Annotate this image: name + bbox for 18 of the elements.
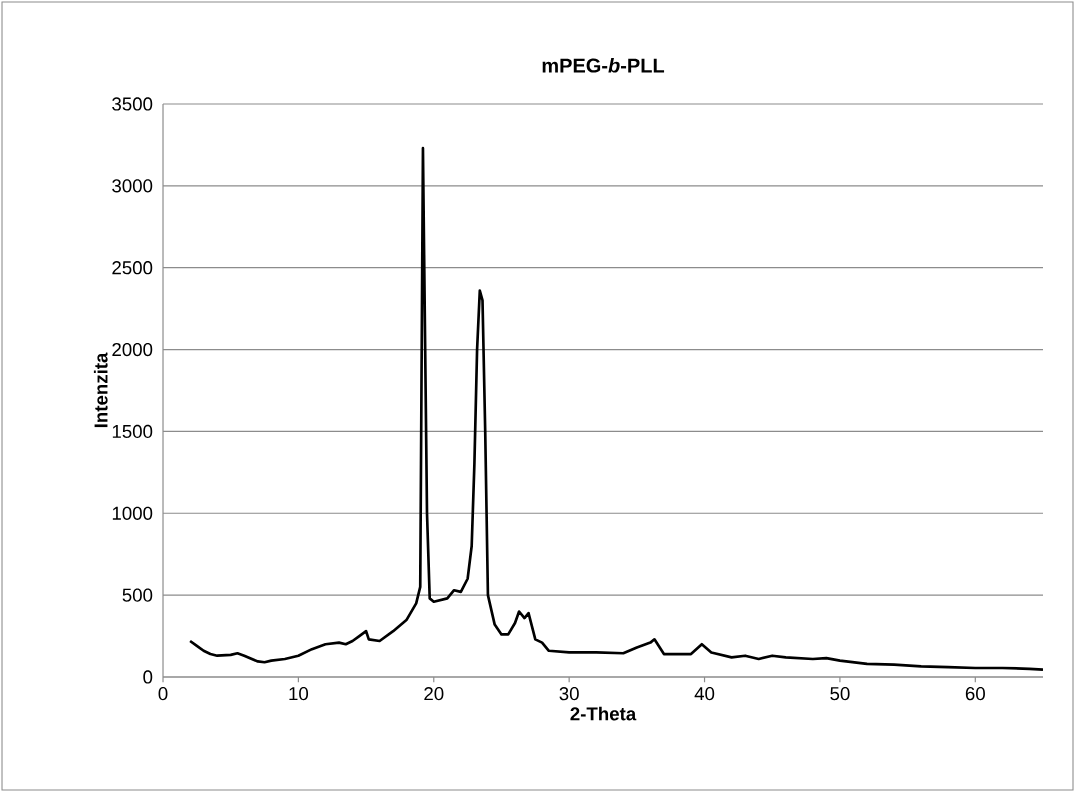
y-tick-label: 0 <box>143 670 153 684</box>
y-tick-label: 500 <box>122 588 153 602</box>
x-tick-label: 30 <box>559 687 579 701</box>
y-tick-label: 1000 <box>112 506 153 520</box>
x-tick-label: 50 <box>830 687 850 701</box>
y-tick-label: 3500 <box>112 97 153 111</box>
x-tick-label: 40 <box>694 687 715 701</box>
x-tick-label: 10 <box>289 687 309 701</box>
x-tick-label: 60 <box>965 687 985 701</box>
x-tick-label: 20 <box>424 687 444 701</box>
y-tick-label: 2000 <box>112 342 153 357</box>
y-tick-label: 1500 <box>112 424 153 439</box>
y-tick-label: 2500 <box>112 261 153 275</box>
x-axis-title: 2-Theta <box>570 706 637 721</box>
y-tick-label: 3000 <box>112 179 153 193</box>
chart-title: mPEG-b-PLL <box>542 57 665 73</box>
x-tick-label: 0 <box>158 687 168 701</box>
y-axis-title: Intenzita <box>93 352 108 428</box>
